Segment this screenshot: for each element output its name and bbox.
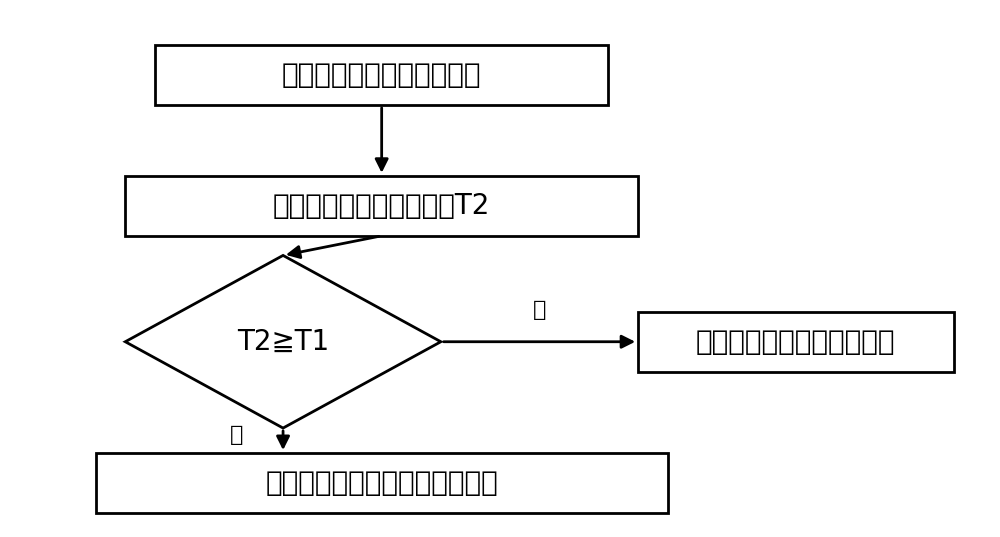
Text: 采集冷却液初始入口温度T2: 采集冷却液初始入口温度T2 xyxy=(273,192,490,220)
Polygon shape xyxy=(125,256,441,428)
FancyBboxPatch shape xyxy=(125,176,638,236)
Text: 否: 否 xyxy=(230,425,244,445)
FancyBboxPatch shape xyxy=(96,453,668,513)
FancyBboxPatch shape xyxy=(155,45,608,105)
Text: T2≧T1: T2≧T1 xyxy=(237,328,329,355)
Text: 燃料电池接受指令开始启动: 燃料电池接受指令开始启动 xyxy=(282,61,481,89)
Text: 是: 是 xyxy=(533,300,546,321)
Text: 采用燃料电池低温快速启动策略: 采用燃料电池低温快速启动策略 xyxy=(265,469,498,497)
FancyBboxPatch shape xyxy=(638,311,954,372)
Text: 采用燃料电池常温启动策略: 采用燃料电池常温启动策略 xyxy=(696,328,896,355)
